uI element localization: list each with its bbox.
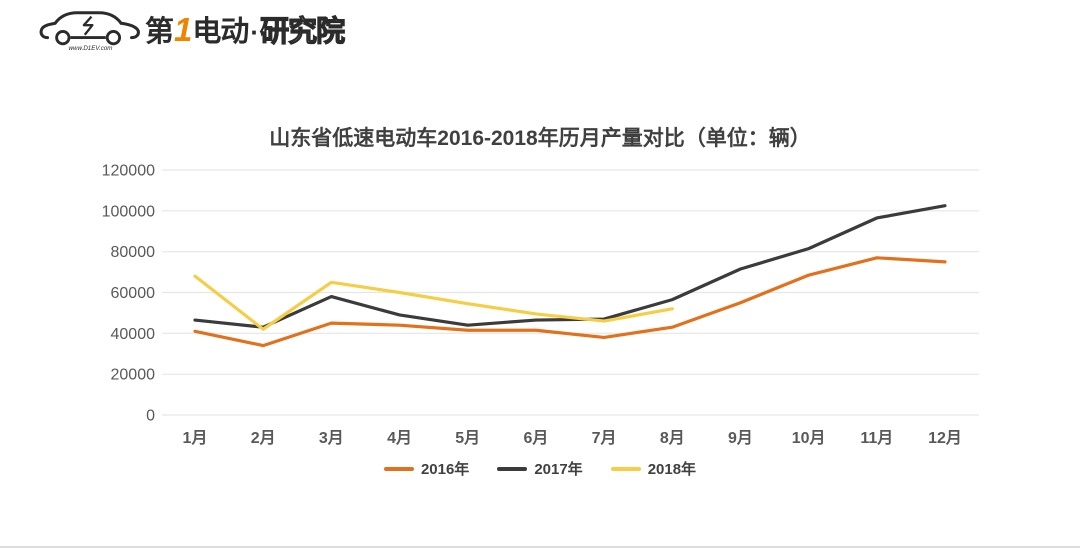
legend-label-2017: 2017年 [534,461,583,478]
y-axis-tick-label: 100000 [102,203,155,220]
y-axis-tick-label: 80000 [111,244,156,261]
series-line-2017年 [193,204,947,329]
x-axis-label: 6月 [523,429,548,447]
y-axis-tick-label: 40000 [111,326,156,343]
brand-institute: 研究院 [259,15,345,48]
x-axis-label: 10月 [792,429,826,447]
x-axis-label: 7月 [592,429,617,447]
x-axis-label: 2月 [251,429,276,447]
x-axis-label: 4月 [387,429,412,447]
legend-swatch-2016 [383,466,414,471]
x-axis-label: 5月 [455,429,480,447]
chart-title: 山东省低速电动车2016-2018年历月产量对比（单位：辆） [269,127,811,150]
brand-one: 1 [174,11,192,48]
brand-name: 第1电动·研究院 [145,8,346,50]
x-axis-label: 11月 [860,429,893,447]
legend-item-2016: 2016年 [383,458,470,479]
legend-item-2018: 2018年 [610,458,697,479]
legend-item-2017: 2017年 [497,458,583,479]
x-axis-label: 12月 [928,429,962,447]
x-axis-label: 1月 [183,429,208,447]
brand-prefix: 第 [145,16,174,48]
series-line-2018年 [193,274,674,331]
legend-label-2016: 2016年 [420,461,470,478]
legend-swatch-2018 [610,466,641,471]
x-axis-label: 9月 [728,429,753,447]
page-bottom-border [0,546,1080,548]
chart-legend: 2016年 2017年 2018年 [0,458,1080,479]
y-axis-tick-label: 60000 [111,285,156,302]
x-axis-label: 3月 [319,429,344,447]
logo-website: www.D1EV.com [69,45,113,52]
y-axis-tick-label: 120000 [102,163,155,180]
y-axis-tick-label: 0 [146,408,155,425]
series-line-2016年 [193,256,947,348]
legend-swatch-2017 [497,466,528,471]
x-axis-label: 8月 [660,429,685,447]
brand-logo: www.D1EV.com 第1电动·研究院 [38,6,346,52]
brand-separator-dot: · [250,17,259,47]
car-icon: www.D1EV.com [39,11,140,52]
legend-label-2018: 2018年 [647,461,697,478]
y-axis-tick-label: 20000 [111,367,156,384]
brand-suffix: 电动 [192,16,249,48]
